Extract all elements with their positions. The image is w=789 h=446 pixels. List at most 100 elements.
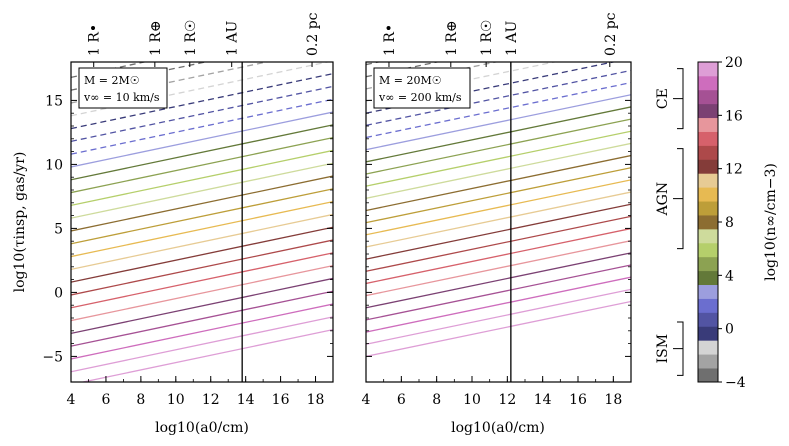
colorbar-label: log10(n∞/cm−3) <box>763 163 779 281</box>
top-label: 1 R⊕ <box>148 20 164 56</box>
top-label: 1 R• <box>87 24 103 56</box>
y-tick-label: −5 <box>42 349 63 365</box>
colorbar-cell <box>698 270 718 286</box>
series-line-n17 <box>71 290 333 347</box>
series-line-n6 <box>71 149 333 206</box>
region-label: ISM <box>655 334 671 363</box>
x-tick-label: 14 <box>534 392 552 408</box>
series-line-n2 <box>71 98 333 155</box>
right-annotation-mass: M = 20M☉ <box>379 74 442 87</box>
series-line-n11 <box>366 191 631 248</box>
series-line-n11 <box>71 213 333 270</box>
series-line-n8 <box>366 154 631 212</box>
series-line-n12 <box>71 226 333 283</box>
series-line-n17 <box>366 264 631 321</box>
top-label: 1 AU <box>225 21 241 56</box>
top-label: 0.2 pc <box>305 12 321 56</box>
colorbar-cell <box>698 75 718 91</box>
series-line-n3 <box>71 111 333 168</box>
colorbar-tick-label: 4 <box>725 268 734 284</box>
colorbar-cell <box>698 62 718 77</box>
left-annotation-velocity: v∞ = 10 km/s <box>83 91 160 104</box>
series-line-n10 <box>366 179 631 236</box>
series-line-n7 <box>71 162 333 219</box>
colorbar-cell <box>698 256 718 272</box>
x-tick-label: 16 <box>272 392 290 408</box>
top-label: 1 R• <box>382 24 398 56</box>
colorbar-cell <box>698 242 718 258</box>
x-tick-label: 12 <box>498 392 516 408</box>
colorbar-tick-label: 8 <box>725 215 734 231</box>
series-line-n4 <box>366 106 631 163</box>
right-annotation-velocity: v∞ = 200 km/s <box>378 91 462 104</box>
y-tick-label: 0 <box>54 285 63 301</box>
colorbar-cell <box>698 131 718 146</box>
series-line-n15 <box>71 265 333 322</box>
top-label: 1 R☉ <box>479 20 495 56</box>
series-line-n10 <box>71 201 333 258</box>
series-line-n18 <box>71 303 333 360</box>
series-line-n12 <box>366 203 631 260</box>
series-line-n0 <box>71 73 333 130</box>
colorbar-tick-label: 20 <box>725 55 743 71</box>
series-line-n13 <box>71 239 333 296</box>
right-panel: 4 6 8 10 12 14 16 18 1 R• 1 R⊕ 1 R☉ 1 AU 0.2 pc M =… <box>362 12 632 436</box>
x-tick-label: 8 <box>136 392 145 408</box>
right-ticks: 4 6 8 10 12 14 16 18 <box>362 99 632 408</box>
right-x-axis-label: log10(a0/cm) <box>451 420 545 436</box>
left-axes-frame <box>70 61 334 383</box>
top-label: 0.2 pc <box>603 12 619 56</box>
series-line-n6 <box>366 130 631 187</box>
x-tick-label: 14 <box>237 392 255 408</box>
x-tick-label: 6 <box>101 392 110 408</box>
series-line-n19 <box>366 288 631 345</box>
series-line-n5 <box>366 118 631 175</box>
x-tick-label: 18 <box>604 392 622 408</box>
colorbar-cell <box>698 215 718 230</box>
series-line-n14 <box>366 227 631 285</box>
x-tick-label: 16 <box>569 392 587 408</box>
colorbar-cell <box>698 159 718 174</box>
region-bracket <box>673 68 684 130</box>
top-label: 1 R⊕ <box>444 20 460 56</box>
colorbar-cell <box>698 368 718 383</box>
region-bracket <box>673 148 684 250</box>
x-tick-label: 4 <box>362 392 371 408</box>
colorbar-cell <box>698 354 718 369</box>
series-line-n16 <box>71 277 333 334</box>
colorbar-ticks: −4 0 4 8 12 16 20 <box>718 55 746 391</box>
series-line-n18 <box>366 276 631 333</box>
right-top-labels: 1 R• 1 R⊕ 1 R☉ 1 AU 0.2 pc <box>382 12 619 67</box>
colorbar-cell <box>698 89 718 105</box>
left-panel: 4 6 8 10 12 14 16 18 −5 0 5 10 15 1 R• 1 R⊕ 1 R☉ 1 AU 0.… <box>12 12 334 436</box>
colorbar-cell <box>698 326 718 341</box>
region-label: CE <box>655 88 671 109</box>
y-tick-label: 5 <box>54 221 63 237</box>
x-tick-label: 4 <box>67 392 76 408</box>
left-top-labels: 1 R• 1 R⊕ 1 R☉ 1 AU 0.2 pc <box>87 12 321 67</box>
right-annotation-box: M = 20M☉ v∞ = 200 km/s <box>373 67 471 109</box>
colorbar-regions: CE AGN ISM <box>655 68 684 376</box>
y-axis-label: log10(τinsp, gas/yr) <box>12 152 28 293</box>
series-line-n13 <box>366 215 631 272</box>
colorbar-tick-label: 16 <box>725 108 743 124</box>
right-series-lines <box>366 62 631 358</box>
colorbar-cells <box>698 62 718 383</box>
colorbar-cell <box>698 340 718 355</box>
series-line-n-4 <box>366 62 382 66</box>
colorbar-cell <box>698 117 718 132</box>
x-tick-label: 12 <box>202 392 220 408</box>
series-line-n1 <box>366 69 631 126</box>
series-line-n20 <box>80 329 333 382</box>
left-annotation-mass: M = 2M☉ <box>84 74 140 87</box>
left-x-axis-label: log10(a0/cm) <box>155 420 249 436</box>
colorbar-cell <box>698 187 718 202</box>
series-line-n14 <box>71 252 333 309</box>
colorbar-cell <box>698 201 718 216</box>
x-tick-label: 6 <box>397 392 406 408</box>
colorbar-cell <box>698 103 718 119</box>
left-annotation-box: M = 2M☉ v∞ = 10 km/s <box>78 67 168 109</box>
series-line-n20 <box>366 300 631 358</box>
series-line-n19 <box>71 316 333 373</box>
